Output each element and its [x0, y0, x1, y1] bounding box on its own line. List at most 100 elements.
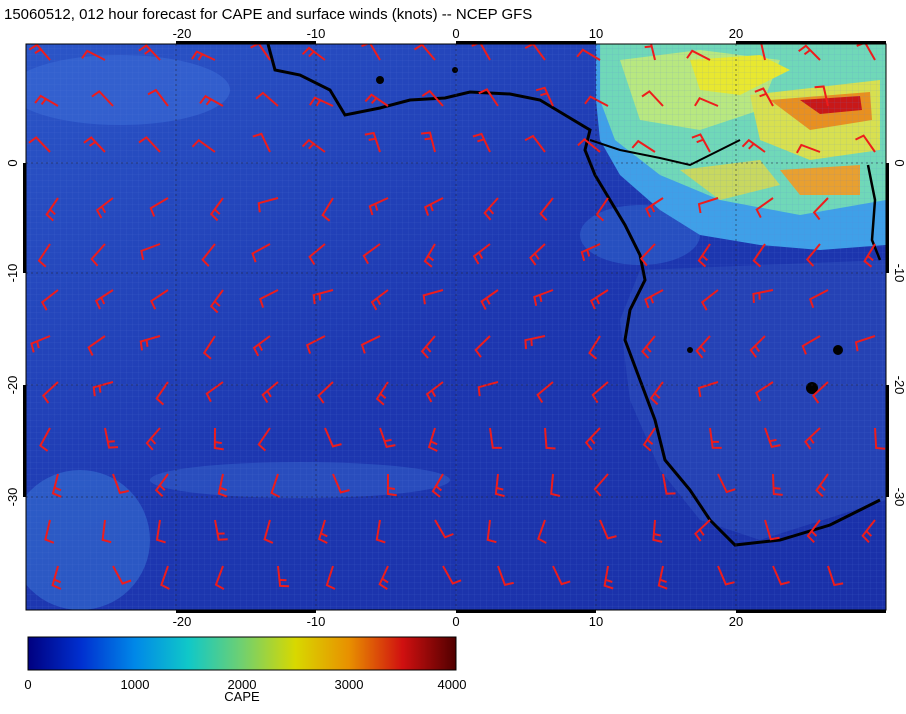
wind-barb	[697, 381, 719, 398]
lon-label-top: -20	[173, 26, 192, 41]
wind-barb	[421, 89, 444, 107]
wind-barb	[801, 335, 821, 355]
wind-barb	[255, 91, 279, 107]
wind-barb	[861, 519, 876, 543]
wind-barb	[697, 197, 719, 214]
wind-barb	[257, 197, 279, 213]
wind-barb	[754, 87, 774, 107]
wind-barb	[364, 131, 381, 153]
wind-barb	[39, 427, 51, 452]
wind-barb	[147, 88, 169, 107]
lat-label-left: 0	[5, 159, 20, 166]
wind-barb	[199, 94, 224, 107]
lon-label-bottom: -20	[173, 614, 192, 629]
wind-barb	[652, 519, 663, 543]
wind-barb	[691, 133, 711, 153]
wind-barb	[101, 519, 112, 544]
wind-barb	[362, 243, 381, 265]
wind-barb	[325, 565, 336, 590]
wind-barb	[494, 473, 505, 498]
wind-barb	[191, 138, 216, 153]
lon-label-top: -10	[307, 26, 326, 41]
wind-barb	[321, 197, 334, 222]
lat-label-right: 0	[892, 159, 906, 166]
wind-barb	[150, 289, 169, 310]
wind-barb	[140, 243, 161, 261]
wind-barb	[425, 381, 444, 403]
wind-barb	[644, 289, 664, 309]
wind-barb	[209, 289, 224, 314]
wind-barb	[552, 565, 571, 586]
wind-barb	[863, 243, 876, 268]
wind-barb	[370, 289, 389, 311]
wind-barb	[379, 427, 396, 449]
wind-barb	[41, 381, 59, 404]
wind-barb	[40, 289, 59, 311]
wind-barb	[752, 243, 766, 268]
wind-barb	[386, 473, 397, 497]
wind-barb	[312, 289, 334, 305]
wind-barb	[741, 138, 766, 153]
lat-label-right: -30	[892, 488, 906, 507]
wind-barb	[138, 44, 161, 61]
colorbar-title: CAPE	[224, 689, 260, 704]
lon-label-bottom: 20	[729, 614, 743, 629]
lon-label-bottom: 10	[589, 614, 603, 629]
wind-barb	[874, 427, 886, 450]
wind-barb	[87, 335, 106, 356]
wind-barb	[90, 243, 106, 267]
wind-barb	[855, 134, 876, 153]
wind-barb	[51, 565, 62, 590]
wind-barb	[257, 427, 271, 452]
wind-barb	[486, 519, 497, 544]
wind-barb	[305, 335, 326, 354]
lat-label-left: -20	[5, 376, 20, 395]
wind-barb	[34, 94, 59, 107]
wind-barb	[104, 427, 119, 449]
wind-barb	[112, 565, 132, 585]
wind-barb	[217, 473, 228, 498]
wind-barb	[45, 197, 59, 222]
wind-barb	[536, 381, 554, 404]
wind-barb	[28, 44, 51, 61]
wind-barb	[149, 197, 169, 217]
wind-barb	[478, 88, 499, 107]
wind-barb	[81, 49, 106, 61]
lon-label-bottom: -10	[307, 614, 326, 629]
wind-barb	[796, 143, 821, 154]
wind-barb	[584, 95, 609, 107]
wind-barb	[94, 289, 114, 310]
colorbar-tick: 2000	[227, 677, 257, 692]
wind-barb	[584, 427, 601, 451]
colorbar-tick: 0	[24, 677, 32, 692]
wind-barb	[364, 93, 389, 107]
wind-barb	[431, 473, 444, 498]
wind-barb	[145, 427, 161, 451]
wind-barb	[423, 197, 444, 216]
wind-barb	[213, 427, 224, 451]
lon-label-top: 10	[589, 26, 603, 41]
wind-barb	[755, 381, 774, 402]
wind-barb	[155, 381, 169, 406]
wind-barb	[309, 96, 334, 107]
wind-barb	[472, 243, 491, 265]
wind-barb	[497, 565, 514, 586]
wind-barb	[717, 473, 736, 494]
wind-barb	[252, 132, 271, 153]
lat-label-left: -30	[5, 488, 20, 507]
wind-barb	[580, 243, 601, 262]
wind-barb	[814, 85, 829, 107]
wind-barb	[709, 427, 722, 449]
wind-barb	[642, 427, 656, 452]
wind-barb	[483, 197, 499, 221]
wind-barb	[472, 132, 491, 153]
wind-barb	[277, 565, 290, 588]
wind-barb	[639, 243, 656, 267]
wind-barb	[442, 565, 462, 585]
wind-barb	[752, 289, 774, 303]
map-title: 15060512, 012 hour forecast for CAPE and…	[4, 6, 533, 23]
wind-barb	[550, 473, 561, 497]
cape-field	[26, 44, 886, 610]
wind-barb	[641, 90, 664, 107]
wind-barb	[270, 473, 281, 498]
